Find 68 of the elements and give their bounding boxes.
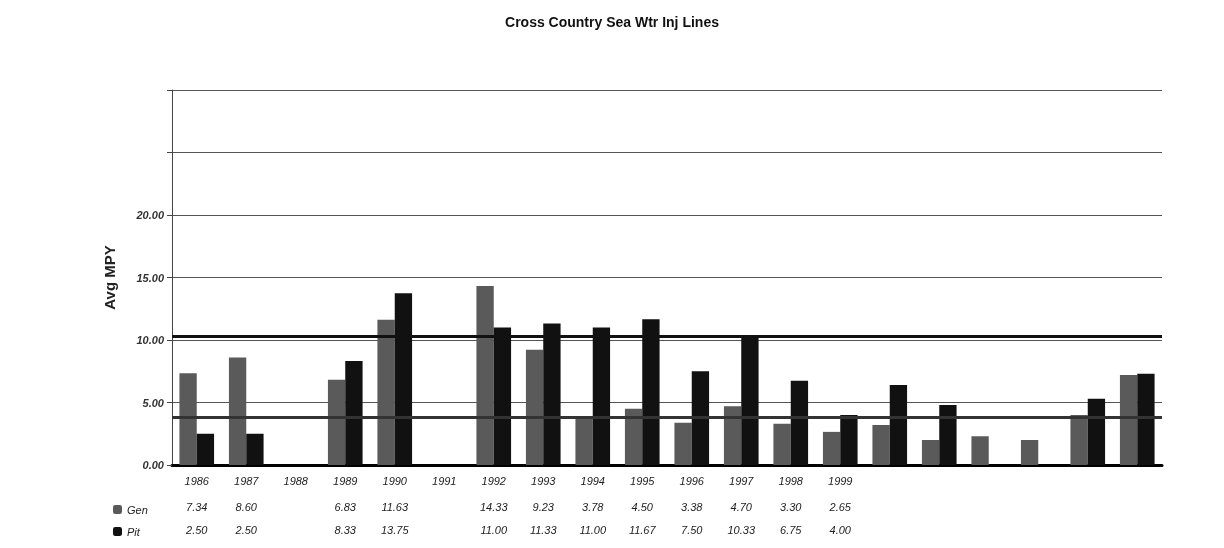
bar	[345, 360, 363, 465]
x-tick-label: 1998	[778, 474, 804, 487]
x-tick-label: 1999	[828, 474, 853, 487]
bar	[624, 408, 643, 465]
data-label: 14.33	[479, 501, 509, 513]
x-tick-label: 1986	[184, 474, 210, 487]
x-tick-label: 1989	[333, 474, 358, 487]
x-tick-label: 1996	[679, 474, 705, 487]
data-label: 3.30	[780, 501, 803, 513]
data-label: 11.67	[628, 524, 657, 536]
y-tick-label: 15.00	[136, 271, 165, 284]
bar	[575, 417, 593, 465]
bar	[921, 440, 940, 465]
x-tick-label: 1987	[234, 474, 260, 487]
data-label: 4.00	[829, 524, 852, 536]
bar	[1087, 398, 1106, 465]
bar	[246, 433, 264, 465]
y-tick-label: 10.00	[136, 334, 165, 346]
bar	[790, 380, 809, 465]
bar	[1070, 415, 1088, 465]
y-axis-title: Avg MPY	[101, 245, 118, 310]
data-label: 6.75	[780, 524, 803, 536]
data-label: 6.83	[334, 501, 357, 513]
x-tick-label: 1991	[432, 474, 457, 487]
bar	[971, 436, 989, 465]
data-label: 4.50	[631, 501, 654, 513]
x-tick-label: 1995	[630, 474, 656, 487]
bar	[889, 385, 908, 465]
data-label: 9.23	[532, 501, 555, 513]
data-label: 3.38	[681, 501, 704, 513]
y-tick-label: 5.00	[142, 396, 165, 409]
x-tick-label: 1993	[531, 474, 557, 487]
x-tick-label: 1988	[283, 474, 309, 487]
bar	[939, 405, 957, 465]
data-label: 8.60	[235, 501, 258, 513]
data-label: 2.50	[185, 524, 209, 536]
data-label: 11.63	[381, 501, 409, 513]
data-label: 4.70	[730, 501, 753, 513]
bar	[723, 406, 742, 465]
y-tick-label: 0.00	[142, 459, 165, 471]
legend-label: Pit	[127, 525, 141, 538]
chart-title: Cross Country Sea Wtr Inj Lines	[505, 14, 720, 30]
bar	[1137, 373, 1155, 465]
data-label: 13.75	[380, 524, 410, 536]
bar	[840, 415, 858, 465]
y-tick-label: 20.00	[135, 209, 165, 221]
x-tick-label: 1992	[481, 474, 506, 487]
bar	[872, 425, 890, 465]
legend-label: Gen	[127, 503, 148, 516]
bar	[674, 422, 692, 465]
bar	[691, 371, 710, 465]
x-tick-label: 1997	[729, 474, 755, 487]
data-label: 2.50	[234, 524, 258, 536]
data-label: 11.00	[579, 524, 607, 536]
bar	[196, 433, 215, 465]
data-label: 11.33	[529, 524, 558, 536]
bar	[1020, 440, 1039, 465]
data-label: 3.78	[582, 501, 605, 513]
data-label: 7.50	[681, 524, 704, 536]
bar	[822, 431, 841, 465]
data-label: 11.00	[480, 524, 508, 536]
data-label: 10.33	[727, 524, 756, 536]
data-label: 2.65	[828, 501, 852, 513]
x-tick-label: 1990	[382, 474, 408, 487]
x-tick-label: 1994	[580, 474, 605, 487]
data-label: 7.34	[186, 501, 208, 513]
bar	[773, 423, 791, 465]
data-label: 8.33	[334, 524, 357, 536]
